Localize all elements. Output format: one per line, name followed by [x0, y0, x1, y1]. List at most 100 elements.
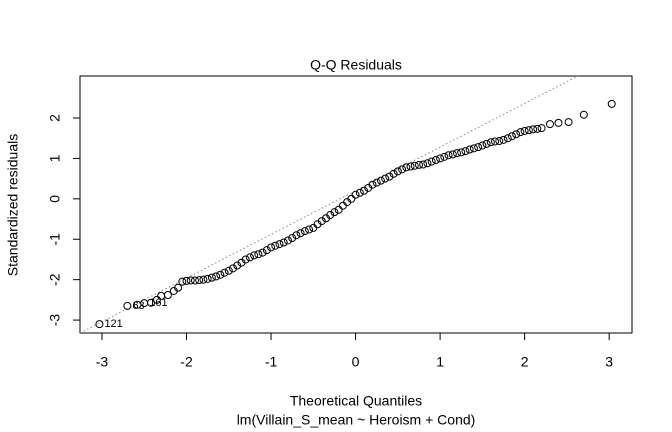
y-tick-label: 2: [47, 114, 63, 122]
point: [546, 120, 555, 129]
point: [241, 255, 250, 264]
point: [334, 205, 343, 214]
point: [254, 250, 263, 259]
point: [406, 162, 415, 171]
point: [529, 125, 538, 134]
point: [372, 178, 381, 187]
point: [376, 176, 385, 185]
point: [499, 135, 508, 144]
y-tick-label: 1: [47, 154, 63, 162]
point: [431, 156, 440, 165]
point: [283, 236, 292, 245]
point: [195, 276, 204, 285]
point: [457, 148, 466, 157]
point: [203, 274, 212, 283]
point: [440, 152, 449, 161]
point: [182, 276, 191, 285]
point: [220, 268, 229, 277]
point: [524, 126, 533, 135]
point: [436, 154, 445, 163]
point: [423, 159, 432, 168]
point: [95, 320, 104, 329]
point: [444, 151, 453, 160]
point: [152, 295, 161, 304]
y-axis-label: Standardized residuals: [5, 134, 21, 276]
point: [305, 225, 314, 234]
point: [174, 283, 183, 292]
point: [512, 130, 521, 139]
point: [355, 188, 364, 197]
y-tick-label: 0: [47, 195, 63, 203]
x-tick-label: -3: [96, 354, 109, 370]
point: [123, 301, 132, 310]
point: [207, 273, 216, 282]
point: [279, 238, 288, 247]
point: [389, 169, 398, 178]
point: [190, 276, 199, 285]
point-label: 63: [132, 300, 144, 312]
point: [478, 141, 487, 150]
point: [300, 227, 309, 236]
point: [393, 167, 402, 176]
x-tick-label: -2: [180, 354, 193, 370]
point: [178, 277, 187, 286]
x-tick-label: 0: [352, 354, 360, 370]
point: [474, 143, 483, 152]
point: [288, 234, 297, 243]
point: [486, 138, 495, 147]
point: [465, 145, 474, 154]
point: [360, 186, 369, 195]
point: [414, 160, 423, 169]
point: [398, 165, 407, 174]
point: [317, 217, 326, 226]
point: [469, 144, 478, 153]
y-tick-label: -2: [47, 273, 63, 286]
y-tick-label: -1: [47, 233, 63, 246]
point: [495, 137, 504, 146]
qq-line: [80, 76, 579, 333]
point: [579, 110, 588, 119]
point: [250, 251, 259, 260]
point: [516, 128, 525, 137]
point: [607, 99, 616, 108]
point: [245, 253, 254, 262]
point: [275, 240, 284, 249]
point: [212, 272, 221, 281]
point: [520, 126, 529, 135]
point: [351, 190, 360, 199]
point: [326, 211, 335, 220]
point: [163, 291, 172, 300]
point: [330, 208, 339, 217]
point: [309, 223, 318, 232]
point: [262, 246, 271, 255]
point: [554, 118, 563, 127]
point: [402, 163, 411, 172]
point: [533, 124, 542, 133]
point: [233, 261, 242, 270]
point: [199, 275, 208, 284]
point: [564, 118, 573, 127]
point: [448, 150, 457, 159]
y-tick-label: -3: [47, 314, 63, 327]
x-tick-label: 3: [605, 354, 613, 370]
point: [271, 241, 280, 250]
point: [461, 147, 470, 156]
point: [258, 248, 267, 257]
point: [507, 132, 516, 141]
x-tick-label: 2: [521, 354, 529, 370]
point: [338, 201, 347, 210]
point: [368, 180, 377, 189]
point: [385, 172, 394, 181]
plot-frame: [79, 75, 633, 334]
point: [381, 174, 390, 183]
point: [419, 160, 428, 169]
point-label: 121: [104, 318, 122, 330]
point: [292, 231, 301, 240]
point: [453, 149, 462, 158]
point: [347, 194, 356, 203]
point: [267, 243, 276, 252]
point: [229, 264, 238, 273]
point: [491, 137, 500, 146]
point-label: 161: [149, 297, 167, 309]
